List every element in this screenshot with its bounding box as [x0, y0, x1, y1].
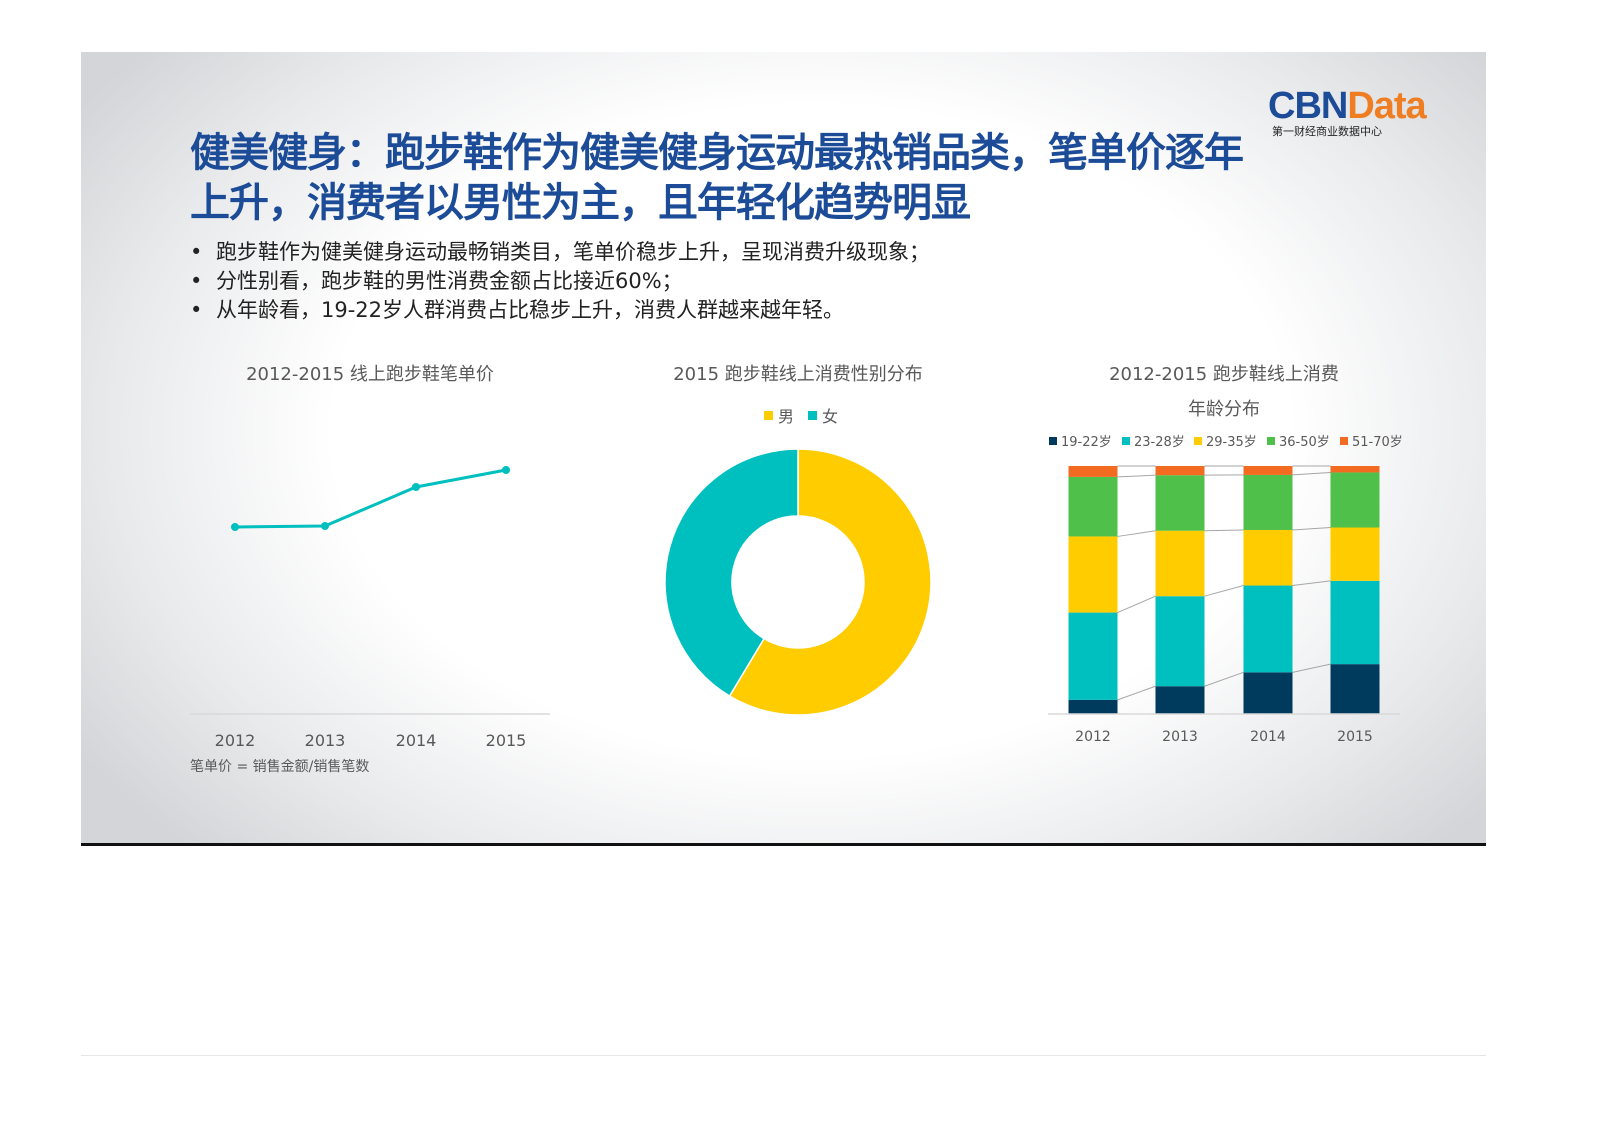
series-connector-line: [1117, 530, 1156, 537]
bar-chart-title-line2: 年龄分布: [1188, 399, 1260, 420]
data-point-2012: [231, 523, 239, 531]
legend-swatch: [1194, 437, 1202, 445]
bar-chart-title-line1: 2012-2015 跑步鞋线上消费: [1109, 364, 1339, 385]
x-tick-label: 2012: [215, 731, 256, 750]
donut-slice-男: [728, 448, 932, 716]
legend-label: 男: [778, 407, 794, 426]
series-connector-line: [1117, 474, 1156, 478]
bullet-item: 跑步鞋作为健美健身运动最畅销类目，笔单价稳步上升，呈现消费升级现象；: [190, 238, 930, 267]
series-connector-line: [1292, 471, 1331, 476]
bar-segment-19-22岁-2014: [1243, 672, 1293, 714]
x-tick-label: 2014: [1250, 729, 1286, 745]
bar-segment-19-22岁-2015: [1330, 664, 1380, 714]
legend-label: 19-22岁: [1061, 435, 1112, 450]
line-chart-title: 2012-2015 线上跑步鞋笔单价: [246, 364, 494, 385]
donut-chart: 2015 跑步鞋线上消费性别分布 男 女: [664, 364, 932, 716]
bar-segment-23-28岁-2015: [1330, 580, 1380, 665]
x-tick-label: 2013: [1162, 729, 1198, 745]
line-series: [234, 468, 507, 529]
bar-segment-29-35岁-2013: [1155, 530, 1205, 597]
data-point-2015: [502, 466, 510, 474]
legend-swatch: [1267, 437, 1275, 445]
legend-swatch: [1122, 437, 1130, 445]
series-connector-line: [1204, 529, 1244, 532]
legend-label: 51-70岁: [1352, 435, 1403, 450]
line-chart: 2012-2015 线上跑步鞋笔单价 2012 2013 2014 2015 笔单价 …: [190, 364, 550, 775]
legend-swatch: [764, 411, 773, 420]
bar-segment-51-70岁-2012: [1068, 466, 1118, 477]
bar-segment-23-28岁-2013: [1155, 596, 1205, 687]
bar-segment-19-22岁-2013: [1155, 686, 1205, 714]
x-tick-label: 2015: [1337, 729, 1373, 745]
logo-subtitle: 第一财经商业数据中心: [1272, 125, 1382, 138]
logo-data: Data: [1347, 85, 1426, 127]
bar-segment-29-35岁-2014: [1243, 529, 1293, 586]
donut-chart-title: 2015 跑步鞋线上消费性别分布: [673, 364, 923, 385]
bar-segment-36-50岁-2015: [1330, 472, 1380, 528]
legend-label: 36-50岁: [1279, 435, 1330, 450]
legend-swatch: [1340, 437, 1348, 445]
logo-cbn: CBN: [1268, 85, 1348, 127]
x-tick-label: 2012: [1075, 729, 1111, 745]
x-tick-label: 2015: [486, 731, 527, 750]
series-connector-line: [1117, 685, 1156, 701]
donut-slice-女: [664, 448, 799, 698]
bullet-list: 跑步鞋作为健美健身运动最畅销类目，笔单价稳步上升，呈现消费升级现象； 分性别看，…: [190, 238, 930, 325]
bar-segment-51-70岁-2013: [1155, 466, 1205, 476]
bar-segment-36-50岁-2013: [1155, 475, 1205, 531]
series-connector-line: [1204, 671, 1244, 687]
cbndata-logo: CBNData 第一财经商业数据中心: [1268, 85, 1427, 138]
bar-segment-51-70岁-2014: [1243, 466, 1293, 475]
stacked-bar-chart: 2012-2015 跑步鞋线上消费 年龄分布 19-22岁 23-28岁 29-35…: [1048, 364, 1403, 745]
bullet-item: 分性别看，跑步鞋的男性消费金额占比接近60%；: [190, 267, 930, 296]
series-connector-line: [1292, 580, 1331, 587]
bar-segment-51-70岁-2015: [1330, 466, 1380, 473]
bar-segment-23-28岁-2014: [1243, 585, 1293, 673]
legend-label: 女: [822, 407, 838, 426]
series-connector-line: [1117, 595, 1156, 614]
legend-swatch: [1049, 437, 1057, 445]
x-tick-label: 2013: [305, 731, 346, 750]
series-connector-line: [1292, 663, 1331, 673]
bar-segment-29-35岁-2015: [1330, 527, 1380, 581]
bar-segment-36-50岁-2014: [1243, 474, 1293, 530]
bar-segment-36-50岁-2012: [1068, 476, 1118, 537]
data-point-2014: [412, 483, 420, 491]
x-tick-label: 2014: [396, 731, 437, 750]
bar-segment-23-28岁-2012: [1068, 612, 1118, 700]
line-chart-note: 笔单价 = 销售金额/销售笔数: [190, 759, 369, 775]
legend-swatch: [808, 411, 817, 420]
footer-divider: [81, 1055, 1486, 1056]
data-point-2013: [321, 522, 329, 530]
slide-title: 健美健身：跑步鞋作为健美健身运动最热销品类，笔单价逐年上升，消费者以男性为主，且…: [190, 130, 1244, 226]
legend-label: 23-28岁: [1134, 435, 1185, 450]
bar-segment-19-22岁-2012: [1068, 699, 1118, 714]
bullet-item: 从年龄看，19-22岁人群消费占比稳步上升，消费人群越来越年轻。: [190, 296, 930, 325]
legend-label: 29-35岁: [1206, 435, 1257, 450]
bar-segment-29-35岁-2012: [1068, 536, 1118, 613]
series-connector-line: [1204, 585, 1244, 597]
series-connector-line: [1292, 527, 1331, 531]
